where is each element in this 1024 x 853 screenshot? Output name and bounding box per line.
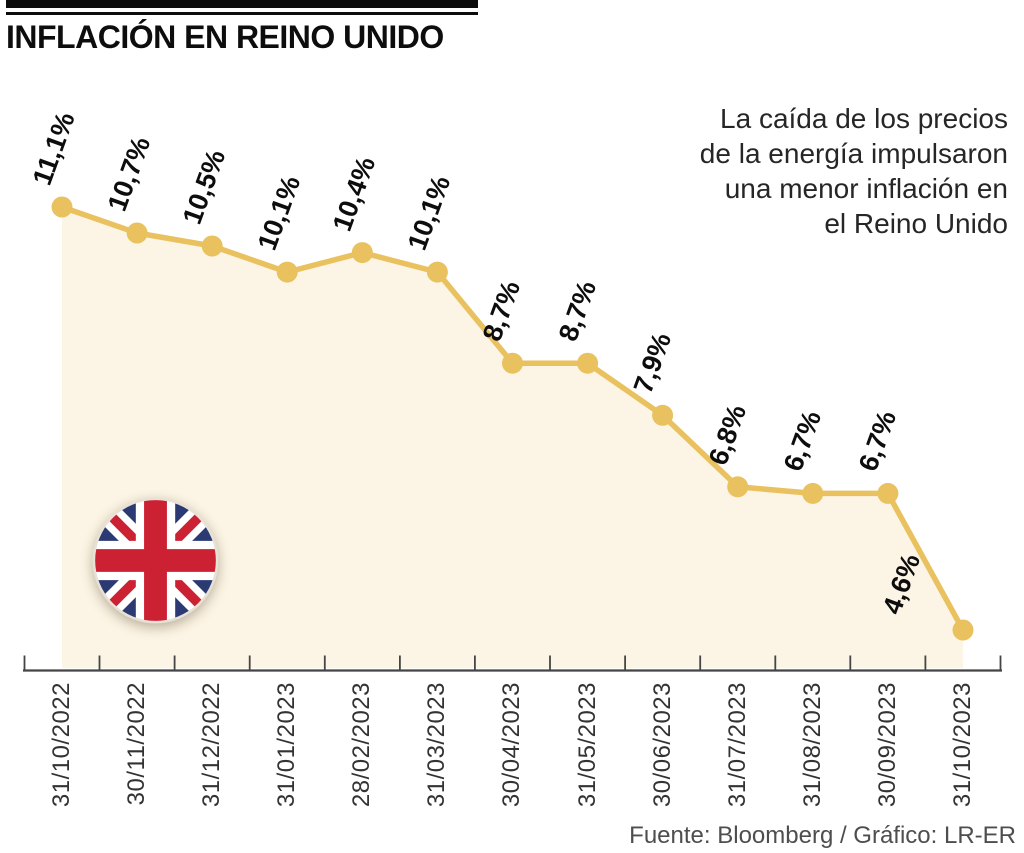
data-point-marker xyxy=(802,482,824,504)
data-point-marker xyxy=(126,222,148,244)
data-point-marker xyxy=(51,196,73,218)
x-axis-tick-label: 31/01/2023 xyxy=(273,682,301,808)
data-point-marker xyxy=(727,476,749,498)
x-axis-tick-label: 28/02/2023 xyxy=(348,682,376,808)
x-axis-tick-label: 30/11/2022 xyxy=(123,682,151,806)
x-axis-tick-label: 30/06/2023 xyxy=(648,682,676,808)
data-point-marker xyxy=(952,619,974,641)
data-point-marker xyxy=(652,404,674,426)
title-block: INFLACIÓN EN REINO UNIDO xyxy=(6,0,478,55)
data-point-marker xyxy=(276,261,298,283)
area-fill xyxy=(62,207,963,668)
union-jack xyxy=(93,498,218,623)
data-point-marker xyxy=(877,482,899,504)
x-axis-tick-label: 30/04/2023 xyxy=(498,682,526,808)
chart-annotation: La caída de los precios de la energía im… xyxy=(699,103,1008,239)
x-axis-tick-label: 31/10/2022 xyxy=(48,682,75,808)
title-rule xyxy=(6,11,478,15)
page-title: INFLACIÓN EN REINO UNIDO xyxy=(6,18,444,55)
x-axis-tick-label: 31/12/2022 xyxy=(198,682,226,808)
source-credit: Fuente: Bloomberg / Gráfico: LR-ER xyxy=(629,822,1016,849)
data-point-marker xyxy=(577,352,599,374)
x-axis-tick-label: 31/03/2023 xyxy=(423,682,451,808)
x-axis-tick-label: 31/05/2023 xyxy=(573,682,601,808)
x-axis-tick-label: 31/10/2023 xyxy=(948,682,976,808)
x-axis-tick-label: 31/08/2023 xyxy=(798,682,826,808)
data-point-marker xyxy=(502,352,523,374)
uk-flag-icon xyxy=(92,497,219,624)
flag-cross-red xyxy=(93,498,218,623)
x-axis-tick-label: 31/07/2023 xyxy=(723,682,751,808)
data-point-marker xyxy=(201,235,223,257)
flag-rim xyxy=(92,497,219,624)
title-top-bar xyxy=(6,0,478,8)
data-point-marker xyxy=(351,242,373,264)
x-axis-tick-label: 30/09/2023 xyxy=(873,682,901,808)
data-point-marker xyxy=(426,261,448,283)
